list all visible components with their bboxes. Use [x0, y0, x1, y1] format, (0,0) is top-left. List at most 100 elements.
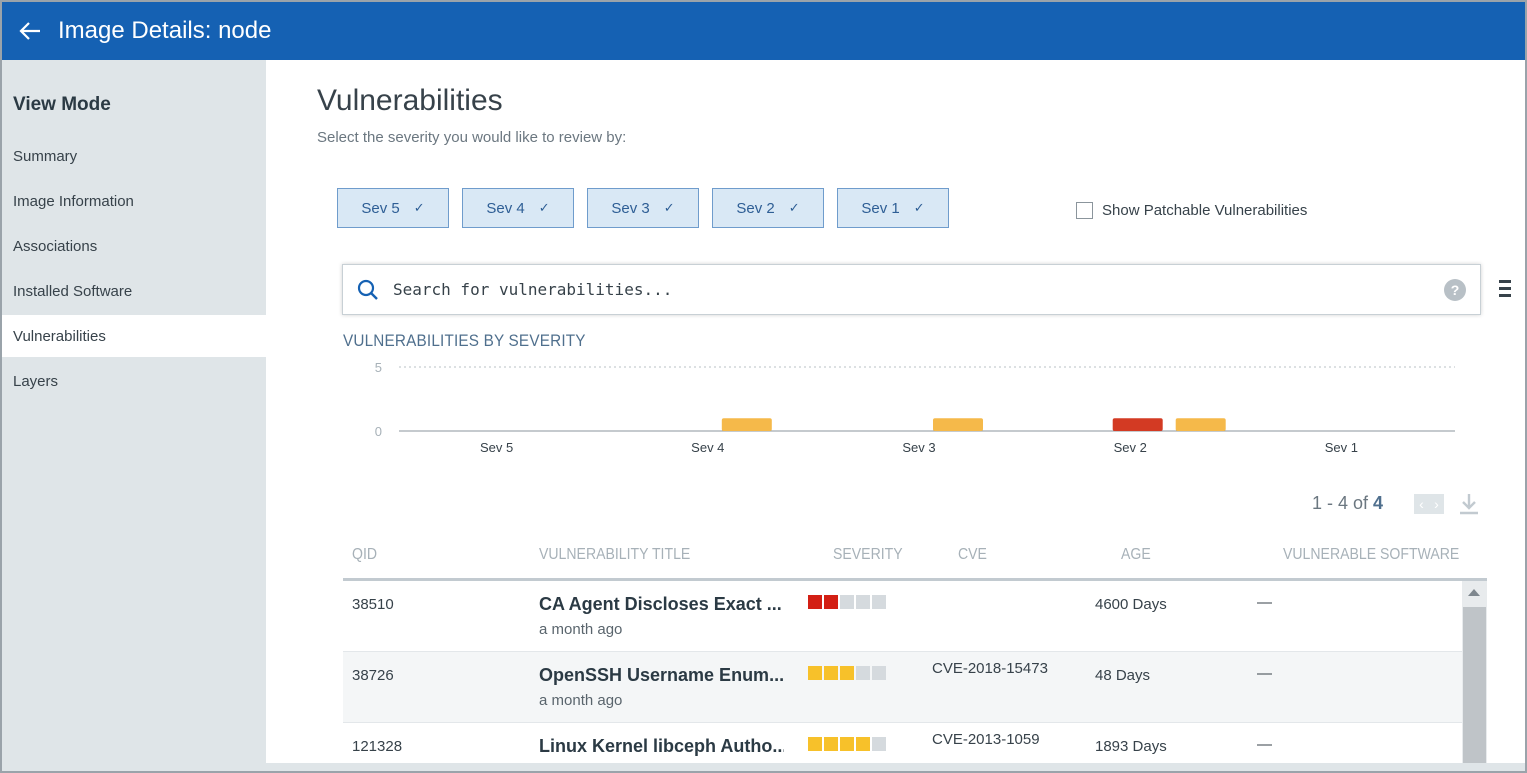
sidebar-item-label: Installed Software — [13, 282, 133, 300]
patchable-checkbox[interactable] — [1076, 202, 1093, 219]
sidebar-item-installed-software[interactable]: Installed Software — [2, 270, 266, 312]
severity-segment — [808, 595, 822, 609]
chart-x-tick: Sev 5 — [480, 440, 513, 455]
column-header-qid[interactable]: QID — [352, 546, 378, 563]
filter-label: Sev 5 — [361, 199, 400, 217]
table-row[interactable]: 38510 CA Agent Discloses Exact ... a mon… — [343, 581, 1462, 652]
page-title: Vulnerabilities — [317, 84, 503, 117]
chart-y-tick: 0 — [375, 424, 382, 439]
sidebar-title: View Mode — [13, 94, 111, 115]
vulnerability-time: a month ago — [539, 621, 623, 638]
severity-segment — [872, 595, 886, 609]
header-bar: Image Details: node — [2, 2, 1525, 60]
page-subtitle: Select the severity you would like to re… — [317, 129, 627, 146]
filter-label: Sev 2 — [736, 199, 775, 217]
sev-4-filter-button[interactable]: Sev 4 ✓ — [462, 188, 574, 228]
help-icon[interactable]: ? — [1444, 279, 1466, 301]
vulnerability-title-link[interactable]: OpenSSH Username Enum... — [539, 665, 784, 685]
severity-chart: 0 5 Sev 5 Sev 4 Sev 3 Sev 2 Sev 1 — [375, 360, 1455, 455]
sidebar: View Mode Summary Image Information Asso… — [2, 60, 266, 771]
chart-x-tick: Sev 4 — [691, 440, 724, 455]
severity-indicator — [808, 666, 886, 680]
severity-segment — [856, 595, 870, 609]
search-bar: ? — [342, 264, 1481, 315]
download-icon[interactable] — [1458, 492, 1480, 516]
check-icon: ✓ — [913, 200, 925, 215]
chart-bar — [721, 418, 772, 431]
sidebar-item-label: Layers — [13, 372, 59, 390]
table-row[interactable]: 121328 Linux Kernel libceph Autho... CVE… — [343, 723, 1462, 771]
severity-segment — [840, 666, 854, 680]
severity-segment — [840, 595, 854, 609]
page-header-title: Image Details: node — [58, 17, 272, 44]
main-content: Vulnerabilities Select the severity you … — [266, 60, 1525, 771]
sev-3-filter-button[interactable]: Sev 3 ✓ — [587, 188, 699, 228]
columns-menu-icon[interactable] — [1499, 280, 1511, 301]
sidebar-item-label: Associations — [13, 237, 98, 255]
check-icon: ✓ — [538, 200, 550, 215]
bottom-border — [2, 763, 1525, 771]
chart-heading: VULNERABILITIES BY SEVERITY — [343, 331, 586, 350]
patchable-toggle: Show Patchable Vulnerabilities — [1076, 202, 1307, 219]
pagination-total: 4 — [1373, 493, 1384, 513]
sidebar-item-associations[interactable]: Associations — [2, 225, 266, 267]
column-header-cve[interactable]: CVE — [958, 546, 987, 563]
severity-segment — [824, 666, 838, 680]
prev-page-button[interactable]: ‹ — [1414, 494, 1429, 514]
vulnerability-title-link[interactable]: CA Agent Discloses Exact ... — [539, 594, 782, 614]
chart-y-tick: 5 — [375, 360, 382, 375]
back-button[interactable] — [2, 2, 58, 60]
column-header-severity[interactable]: SEVERITY — [833, 546, 903, 563]
sidebar-item-label: Summary — [13, 147, 78, 165]
sev-1-filter-button[interactable]: Sev 1 ✓ — [837, 188, 949, 228]
pagination-range: 1 - 4 of — [1312, 493, 1369, 513]
chart-x-tick: Sev 3 — [902, 440, 935, 455]
chart-x-tick: Sev 1 — [1325, 440, 1358, 455]
table-row[interactable]: 38726 OpenSSH Username Enum... a month a… — [343, 652, 1462, 723]
cve-cell: CVE-2013-1059 — [932, 731, 1040, 748]
sidebar-item-label: Vulnerabilities — [13, 327, 106, 345]
next-page-button[interactable]: › — [1429, 494, 1444, 514]
severity-segment — [808, 737, 822, 751]
age-cell: 1893 Days — [1095, 738, 1167, 755]
filter-label: Sev 1 — [861, 199, 900, 217]
check-icon: ✓ — [788, 200, 800, 215]
filter-label: Sev 3 — [611, 199, 650, 217]
search-input[interactable] — [393, 280, 1413, 299]
severity-segment — [856, 737, 870, 751]
severity-segment — [808, 666, 822, 680]
severity-segment — [824, 595, 838, 609]
qid-cell: 38510 — [352, 596, 394, 613]
chart-x-tick: Sev 2 — [1114, 440, 1147, 455]
pagination-text: 1 - 4 of 4 — [1312, 493, 1383, 514]
column-header-title[interactable]: VULNERABILITY TITLE — [539, 546, 691, 563]
severity-indicator — [808, 595, 886, 609]
sidebar-item-summary[interactable]: Summary — [2, 135, 266, 177]
column-header-age[interactable]: AGE — [1121, 546, 1151, 563]
severity-segment — [840, 737, 854, 751]
cve-cell: CVE-2018-15473 — [932, 660, 1048, 677]
software-cell: — — [1257, 594, 1272, 611]
software-cell: — — [1257, 665, 1272, 682]
sidebar-item-label: Image Information — [13, 192, 134, 210]
sev-5-filter-button[interactable]: Sev 5 ✓ — [337, 188, 449, 228]
scroll-thumb[interactable] — [1463, 607, 1486, 771]
sidebar-item-image-information[interactable]: Image Information — [2, 180, 266, 222]
scroll-up-icon[interactable] — [1468, 589, 1480, 596]
search-icon[interactable] — [343, 264, 393, 315]
age-cell: 48 Days — [1095, 667, 1151, 684]
vulnerability-time: a month ago — [539, 692, 623, 709]
software-cell: — — [1257, 736, 1272, 753]
column-header-software[interactable]: VULNERABLE SOFTWARE — [1283, 546, 1460, 563]
sidebar-item-layers[interactable]: Layers — [2, 360, 266, 402]
sev-2-filter-button[interactable]: Sev 2 ✓ — [712, 188, 824, 228]
check-icon: ✓ — [413, 200, 425, 215]
table-scrollbar[interactable] — [1462, 581, 1487, 771]
filter-label: Sev 4 — [486, 199, 525, 217]
severity-segment — [872, 737, 886, 751]
sidebar-item-vulnerabilities[interactable]: Vulnerabilities — [2, 315, 266, 357]
vulnerability-title-link[interactable]: Linux Kernel libceph Autho... — [539, 736, 784, 756]
check-icon: ✓ — [663, 200, 675, 215]
severity-segment — [824, 737, 838, 751]
patchable-label[interactable]: Show Patchable Vulnerabilities — [1102, 202, 1308, 219]
